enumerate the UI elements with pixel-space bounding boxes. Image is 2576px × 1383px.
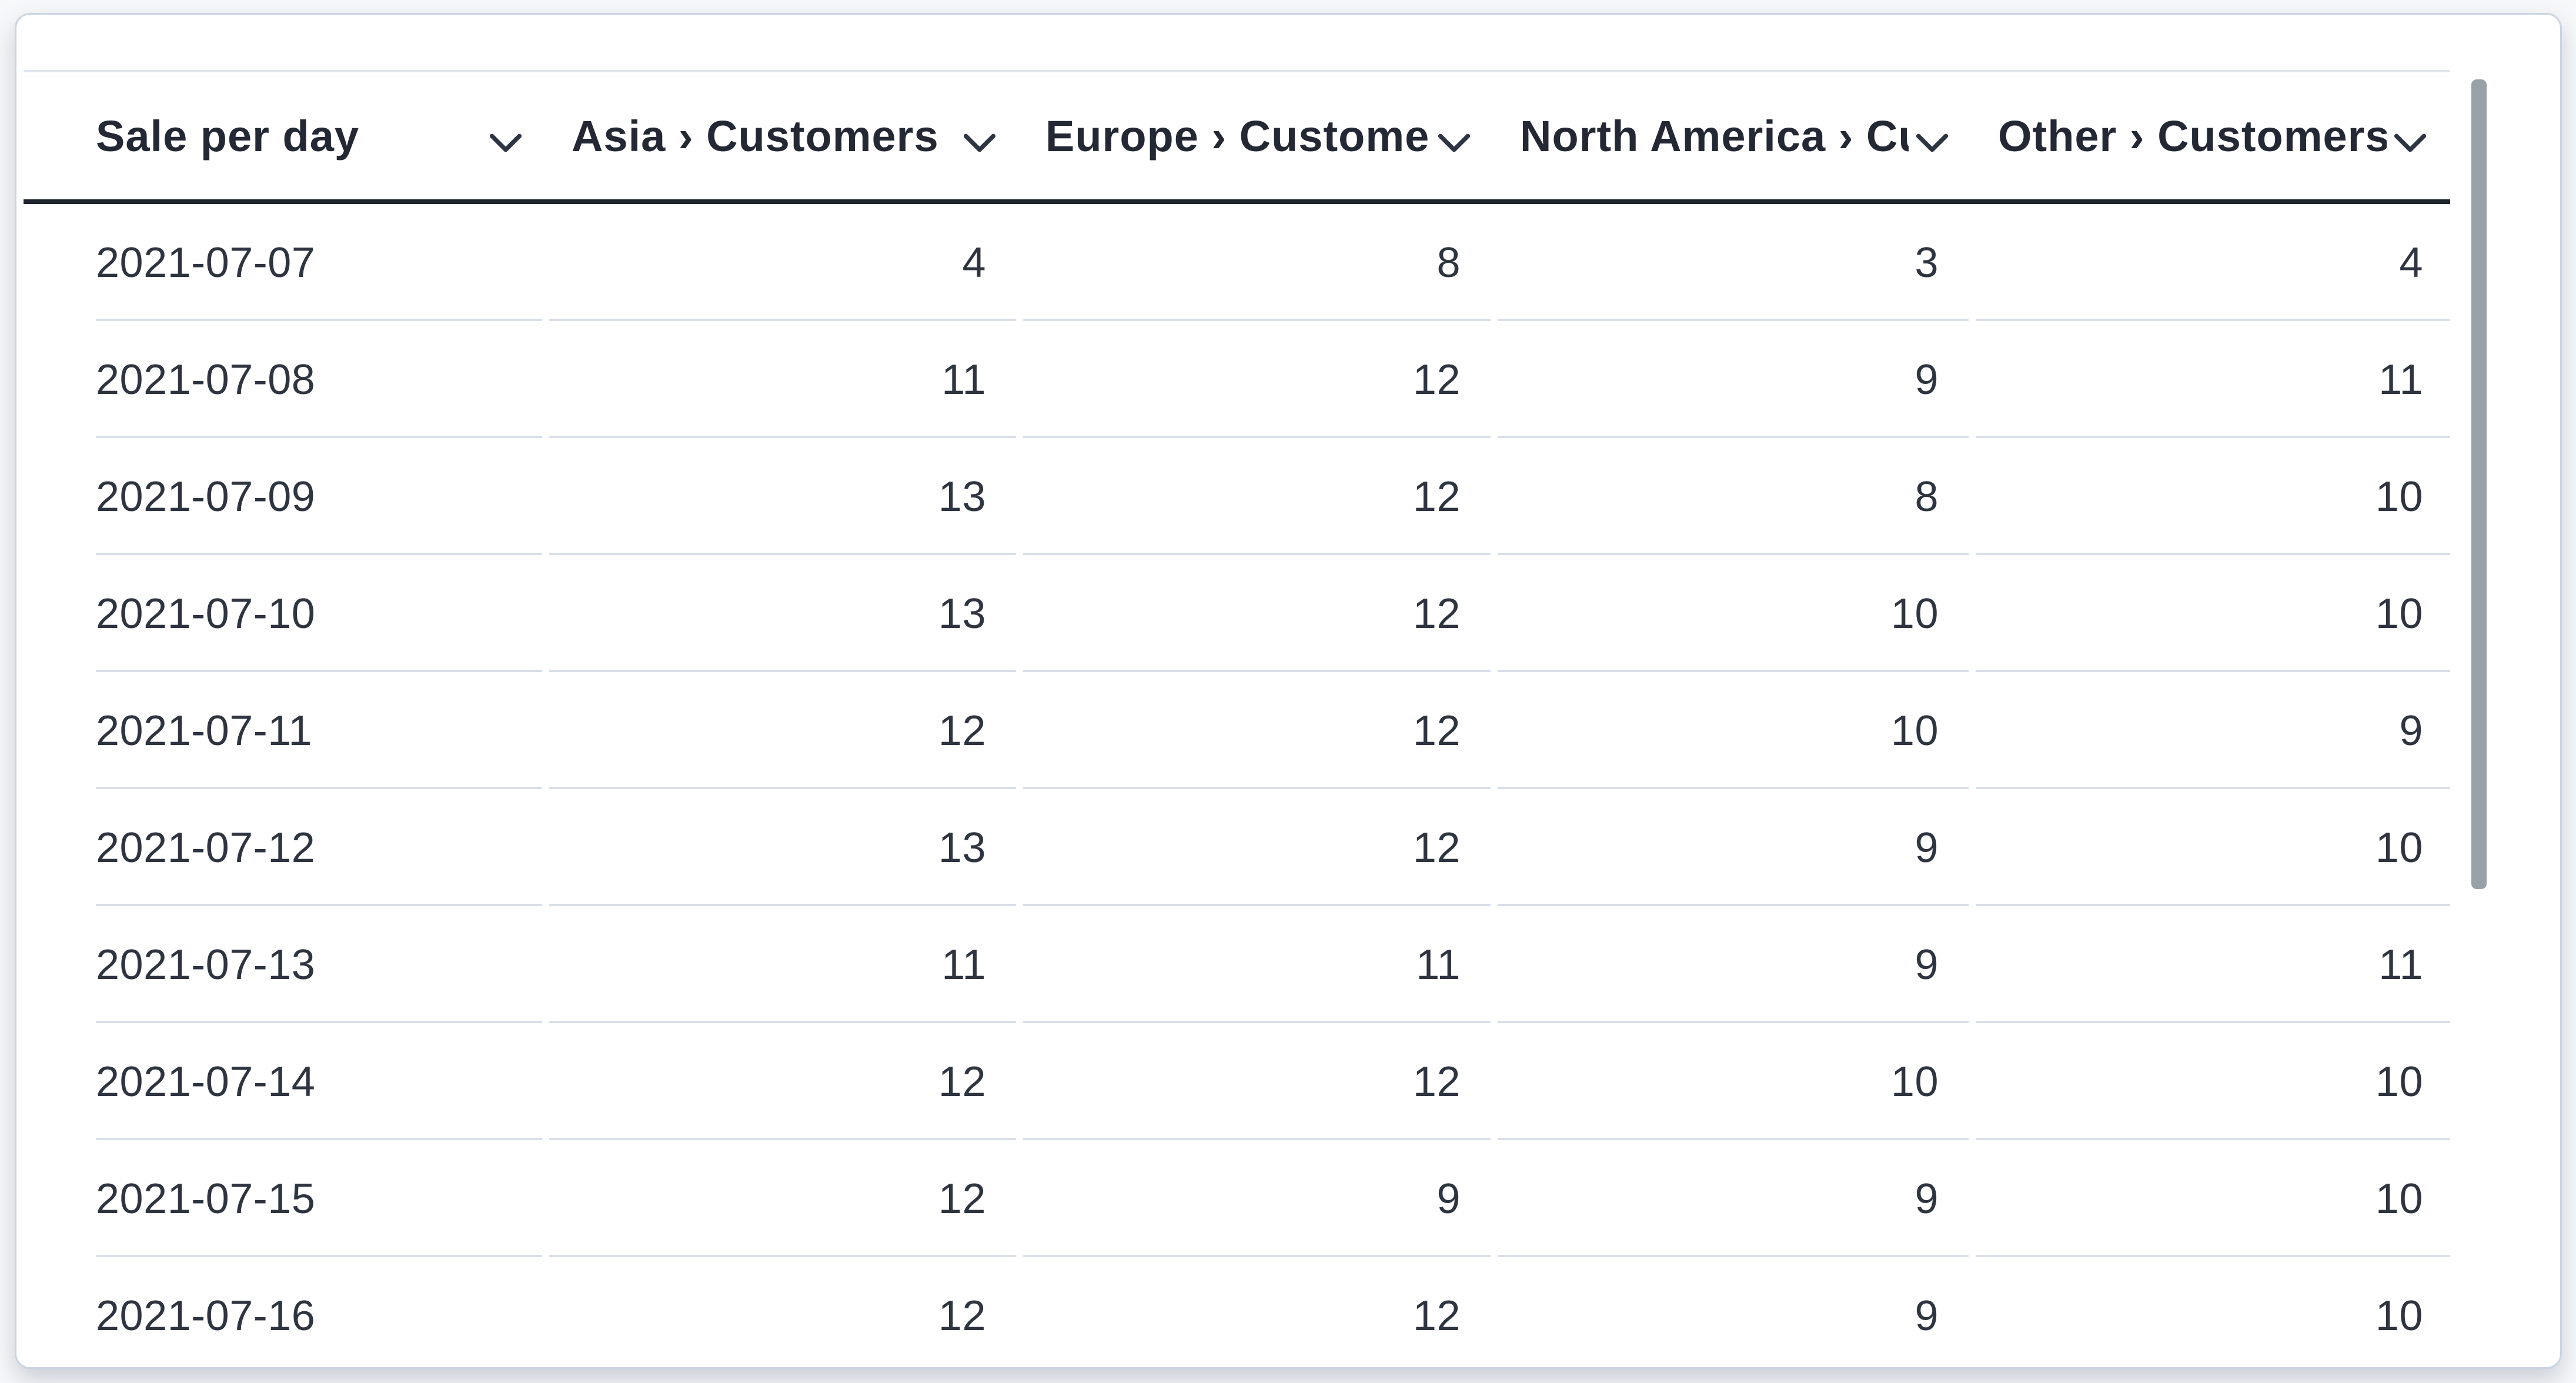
column-header-date[interactable]: Sale per day <box>24 72 546 199</box>
column-header-label: Sale per day <box>96 111 360 161</box>
value-cell[interactable]: 10 <box>1494 672 1972 789</box>
value-cell[interactable]: 10 <box>1972 438 2450 555</box>
table-row: 2021-07-15 12 9 9 10 <box>24 1140 2450 1257</box>
value-cell[interactable]: 12 <box>1020 555 1494 672</box>
date-cell[interactable]: 2021-07-15 <box>24 1140 546 1257</box>
table-row: 2021-07-16 12 12 9 10 <box>24 1257 2450 1367</box>
value-cell[interactable]: 8 <box>1020 204 1494 321</box>
date-cell[interactable]: 2021-07-14 <box>24 1023 546 1140</box>
value-cell[interactable]: 11 <box>546 906 1020 1023</box>
column-header-label: Other › Customers <box>1998 111 2387 161</box>
chevron-down-icon <box>2394 113 2427 163</box>
value-cell[interactable]: 12 <box>1020 438 1494 555</box>
value-cell[interactable]: 12 <box>546 1023 1020 1140</box>
column-header-other[interactable]: Other › Customers <box>1972 72 2450 199</box>
date-cell[interactable]: 2021-07-07 <box>24 204 546 321</box>
value-cell[interactable]: 12 <box>1020 672 1494 789</box>
date-cell[interactable]: 2021-07-13 <box>24 906 546 1023</box>
date-cell[interactable]: 2021-07-09 <box>24 438 546 555</box>
column-header-north_america[interactable]: North America › Customers <box>1494 72 1972 199</box>
table-row: 2021-07-08 11 12 9 11 <box>24 321 2450 438</box>
sales-table: Sale per day Asia › Customers Europe › Cus… <box>24 70 2450 1367</box>
table-row: 2021-07-07 4 8 3 4 <box>24 204 2450 321</box>
value-cell[interactable]: 12 <box>546 1257 1020 1367</box>
value-cell[interactable]: 9 <box>1494 1257 1972 1367</box>
value-cell[interactable]: 10 <box>1494 555 1972 672</box>
table-row: 2021-07-11 12 12 10 9 <box>24 672 2450 789</box>
table-card: Sale per day Asia › Customers Europe › Cus… <box>15 13 2562 1369</box>
chevron-down-icon <box>1916 113 1949 163</box>
value-cell[interactable]: 12 <box>1020 1257 1494 1367</box>
value-cell[interactable]: 9 <box>1020 1140 1494 1257</box>
table-header-row: Sale per day Asia › Customers Europe › Cus… <box>24 70 2450 204</box>
value-cell[interactable]: 9 <box>1494 1140 1972 1257</box>
value-cell[interactable]: 9 <box>1494 321 1972 438</box>
date-cell[interactable]: 2021-07-10 <box>24 555 546 672</box>
column-header-label: North America › Customers <box>1520 111 1909 161</box>
date-cell[interactable]: 2021-07-08 <box>24 321 546 438</box>
value-cell[interactable]: 13 <box>546 789 1020 906</box>
value-cell[interactable]: 10 <box>1972 555 2450 672</box>
column-header-label: Europe › Customers <box>1045 111 1431 161</box>
chevron-down-icon <box>1438 113 1471 163</box>
chevron-down-icon <box>963 113 996 163</box>
value-cell[interactable]: 10 <box>1972 789 2450 906</box>
value-cell[interactable]: 4 <box>1972 204 2450 321</box>
value-cell[interactable]: 12 <box>546 672 1020 789</box>
date-cell[interactable]: 2021-07-16 <box>24 1257 546 1367</box>
value-cell[interactable]: 12 <box>1020 1023 1494 1140</box>
date-cell[interactable]: 2021-07-12 <box>24 789 546 906</box>
column-header-europe[interactable]: Europe › Customers <box>1020 72 1494 199</box>
value-cell[interactable]: 12 <box>1020 321 1494 438</box>
value-cell[interactable]: 13 <box>546 555 1020 672</box>
value-cell[interactable]: 8 <box>1494 438 1972 555</box>
column-header-asia[interactable]: Asia › Customers <box>546 72 1020 199</box>
value-cell[interactable]: 11 <box>1972 321 2450 438</box>
column-header-label: Asia › Customers <box>572 111 939 161</box>
value-cell[interactable]: 12 <box>1020 789 1494 906</box>
value-cell[interactable]: 10 <box>1494 1023 1972 1140</box>
value-cell[interactable]: 10 <box>1972 1257 2450 1367</box>
value-cell[interactable]: 4 <box>546 204 1020 321</box>
value-cell[interactable]: 9 <box>1972 672 2450 789</box>
table-row: 2021-07-10 13 12 10 10 <box>24 555 2450 672</box>
value-cell[interactable]: 9 <box>1494 906 1972 1023</box>
value-cell[interactable]: 12 <box>546 1140 1020 1257</box>
date-cell[interactable]: 2021-07-11 <box>24 672 546 789</box>
table-body: 2021-07-07 4 8 3 4 2021-07-08 11 12 9 11 2021-07-0… <box>24 204 2450 1367</box>
table-row: 2021-07-12 13 12 9 10 <box>24 789 2450 906</box>
value-cell[interactable]: 10 <box>1972 1023 2450 1140</box>
value-cell[interactable]: 10 <box>1972 1140 2450 1257</box>
value-cell[interactable]: 11 <box>1972 906 2450 1023</box>
table-row: 2021-07-13 11 11 9 11 <box>24 906 2450 1023</box>
table-row: 2021-07-14 12 12 10 10 <box>24 1023 2450 1140</box>
chevron-down-icon <box>489 113 522 163</box>
value-cell[interactable]: 13 <box>546 438 1020 555</box>
value-cell[interactable]: 9 <box>1494 789 1972 906</box>
value-cell[interactable]: 11 <box>1020 906 1494 1023</box>
value-cell[interactable]: 3 <box>1494 204 1972 321</box>
value-cell[interactable]: 11 <box>546 321 1020 438</box>
vertical-scrollbar-thumb[interactable] <box>2471 79 2487 889</box>
table-row: 2021-07-09 13 12 8 10 <box>24 438 2450 555</box>
